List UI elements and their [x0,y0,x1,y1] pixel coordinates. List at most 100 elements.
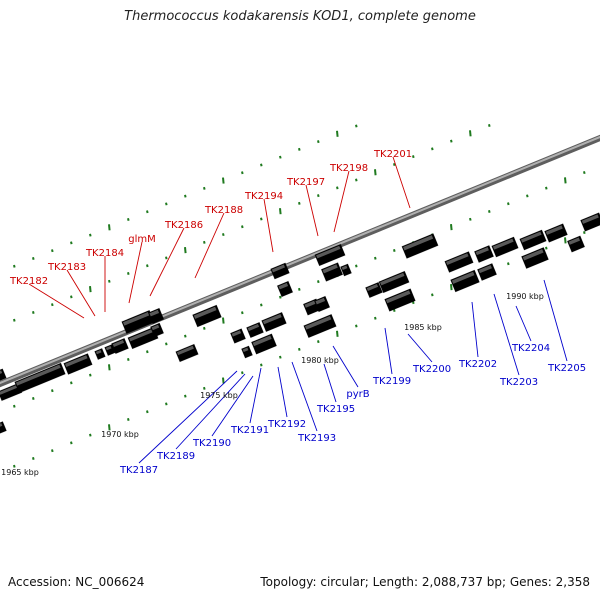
gene-shine [446,253,469,266]
tick-mark [146,410,149,414]
gene-shine [129,328,154,342]
forward-gene-label: TK2198 [329,163,368,174]
leader-line [407,333,433,363]
reverse-gene-label: TK2187 [119,465,158,476]
gene-shape [303,313,337,339]
leader-line [66,269,96,317]
leader-line [333,170,350,233]
tick-mark [450,283,453,291]
reverse-gene-label: TK2202 [458,359,497,370]
tick-mark [241,311,244,315]
gene-shine [315,297,326,305]
tick-mark [222,233,225,237]
forward-gene-label: TK2186 [164,220,203,231]
forward-gene-label: TK2197 [286,177,325,188]
tick-mark [70,241,73,245]
gene-block [147,307,165,325]
gene-shape [147,307,165,325]
tick-mark [336,330,339,337]
gene-shape [473,245,495,263]
tick-mark [165,202,168,206]
tick-mark [374,256,377,260]
gene-shape [365,281,383,299]
gene-shape [229,328,247,344]
gene-shine [545,225,563,235]
gene-block [94,347,106,361]
tick-mark [203,240,206,244]
gene-block [229,328,247,344]
reverse-gene-label: TK2200 [412,364,451,375]
scale-label: 1965 kbp [1,468,39,477]
gene-shape [127,326,159,350]
gene-block [246,321,264,339]
gene-block [476,263,498,281]
reverse-gene-label: TK2203 [499,377,538,388]
tick-mark [355,324,358,328]
gene-shine [478,265,492,274]
gene-shine [252,335,272,347]
tick-mark [374,169,377,176]
reverse-gene-label: TK2189 [156,451,195,462]
tick-mark [13,318,16,322]
tick-mark [203,326,206,330]
gene-block [104,343,116,357]
forward-gene-label: TK2194 [244,191,283,202]
gene-shine [193,306,217,319]
tick-mark [355,178,358,182]
gene-block [63,353,93,375]
gene-block [473,245,495,263]
tick-mark [374,316,377,320]
tick-mark [184,394,187,398]
genome-title: Thermococcus kodakarensis KOD1, complete… [124,9,476,24]
tick-mark [298,201,301,205]
gene-shine [475,247,489,256]
gene-shine [380,272,405,286]
tick-mark [108,224,111,231]
tick-mark [70,381,73,385]
gene-shine [176,345,194,356]
leader-line [277,366,288,418]
gene-block [14,362,66,394]
leader-line [384,327,393,375]
gene-block [270,262,290,280]
gene-shine [112,339,125,347]
tick-mark [507,202,510,206]
gene-block [175,343,199,363]
tick-mark [222,177,225,184]
gene-shape [94,347,106,361]
gene-shine [122,311,150,326]
leader-line [493,293,520,376]
gene-shape [444,251,474,273]
tick-mark [298,347,301,351]
tick-mark [564,177,567,184]
tick-mark [89,286,92,293]
gene-shape [261,311,287,333]
tick-mark [317,140,320,144]
tick-mark [488,124,491,127]
tick-mark [165,402,168,406]
gene-block [580,212,600,232]
label-leader-lines [28,156,568,464]
reverse-gene-label: TK2193 [297,433,336,444]
forward-gene-label: TK2201 [373,149,412,160]
gene-block [521,247,549,269]
scale-label: 1985 kbp [404,323,442,332]
gene-block [0,421,7,435]
gene-shine [451,271,475,284]
scale-label: 1970 kbp [101,430,139,439]
tick-mark [32,456,35,460]
gene-shine [242,347,249,353]
tick-mark [13,404,16,408]
tick-mark [127,218,130,222]
leader-line [392,156,411,209]
tick-mark [165,256,168,260]
tick-mark [355,264,358,268]
tick-mark [450,223,453,231]
tick-mark [336,186,339,190]
reverse-gene-label: TK2195 [316,404,355,415]
gene-shape [0,368,7,384]
reverse-gene-label: TK2199 [372,376,411,387]
tick-mark [488,210,491,213]
reverse-gene-label: TK2205 [547,363,586,374]
tick-mark [317,280,320,284]
